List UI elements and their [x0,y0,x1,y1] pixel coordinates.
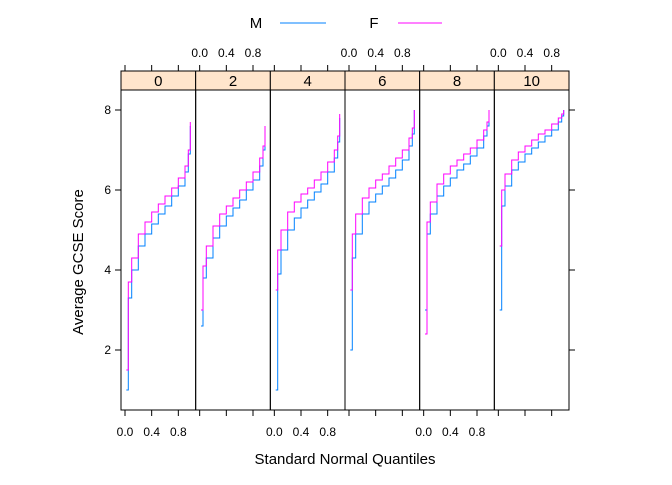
x-tick-label-0-1: 0.4 [143,425,160,439]
x-tick-label-6-1: 0.4 [367,46,384,60]
x-tick-label-4-1: 0.4 [293,425,310,439]
strip-label-4: 4 [303,73,311,90]
series-M-panel-6 [350,110,415,351]
panel-8: 8 [419,70,495,411]
panel-10: 10 [493,70,570,411]
series-M-panel-4 [275,118,341,391]
series-F-panel-2 [201,126,266,311]
series-F-panel-6 [350,110,415,291]
x-tick-label-2-1: 0.4 [218,46,235,60]
panel-border-0 [120,89,197,411]
y-tick-label-3: 8 [104,103,111,117]
legend-label-M: M [250,15,263,32]
strip-label-0: 0 [154,73,162,90]
panel-border-10 [493,89,570,411]
series-F-panel-10 [499,110,565,247]
x-tick-label-8-2: 0.8 [469,425,486,439]
panel-border-2 [195,89,271,411]
x-tick-label-2-2: 0.8 [245,46,262,60]
x-tick-label-4-2: 0.8 [319,425,336,439]
x-tick-label-4-0: 0.0 [266,425,283,439]
x-axis-title: Standard Normal Quantiles [255,451,436,468]
legend-label-F: F [369,15,378,32]
y-tick-label-1: 4 [104,263,111,277]
series-M-panel-2 [201,126,266,327]
y-tick-label-2: 6 [104,183,111,197]
x-tick-label-10-1: 0.4 [517,46,534,60]
x-tick-label-2-0: 0.0 [191,46,208,60]
x-tick-label-0-0: 0.0 [117,425,134,439]
x-tick-label-8-0: 0.0 [415,425,432,439]
panel-0: 0 [120,70,197,411]
x-tick-label-10-2: 0.8 [543,46,560,60]
series-F-panel-0 [126,122,191,371]
panel-border-8 [419,89,495,411]
x-tick-label-8-1: 0.4 [442,425,459,439]
series-F-panel-8 [425,110,490,335]
x-tick-label-6-0: 0.0 [341,46,358,60]
x-tick-label-6-2: 0.8 [394,46,411,60]
x-tick-label-0-2: 0.8 [170,425,187,439]
strip-label-8: 8 [453,73,461,90]
panel-4: 4 [269,70,346,411]
panels: 0 2 4 6 8 10 [120,70,570,411]
x-tick-label-10-0: 0.0 [490,46,507,60]
y-tick-label-0: 2 [104,343,111,357]
y-axis-title: Average GCSE Score [70,189,87,335]
panel-6: 6 [344,70,421,411]
strip-label-6: 6 [378,73,386,90]
strip-label-2: 2 [229,73,237,90]
strip-label-10: 10 [523,73,540,90]
series-F-panel-4 [275,114,341,291]
axes: 0.0 0.4 0.8 0.0 0.4 0.8 0.0 0.4 0.8 0.0 0.4 0.8 0.0 0… [104,46,575,439]
panel-2: 2 [195,70,271,411]
